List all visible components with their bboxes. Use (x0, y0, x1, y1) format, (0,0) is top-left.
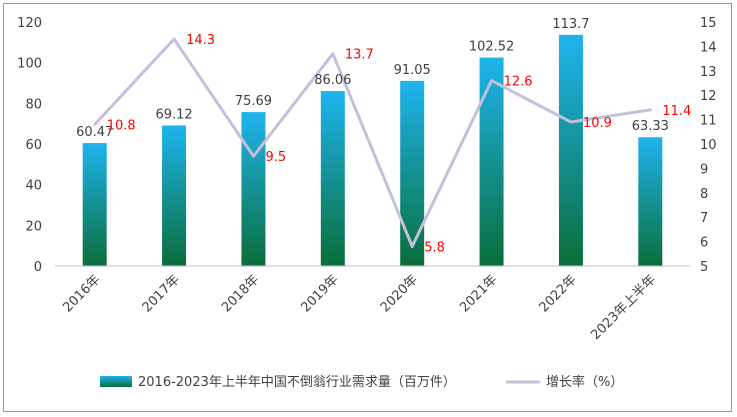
growth-value-label: 12.6 (504, 75, 533, 90)
y-left-tick-label: 120 (17, 16, 42, 31)
bar (162, 125, 187, 267)
y-right-tick-label: 12 (700, 89, 717, 104)
legend-line-label: 增长率（%） (546, 374, 623, 390)
x-tick-label: 2022年 (537, 272, 580, 315)
y-right-tick-label: 6 (700, 236, 708, 251)
y-left-tick-label: 0 (34, 260, 42, 275)
bar-value-label: 86.06 (314, 73, 351, 88)
bar (400, 80, 425, 267)
y-right-tick-label: 10 (700, 138, 717, 153)
x-tick-label: 2016年 (60, 272, 103, 315)
growth-value-label: 10.9 (583, 116, 612, 131)
y-left-tick-label: 80 (25, 97, 42, 112)
growth-point (490, 79, 494, 83)
y-right-tick-label: 9 (700, 162, 708, 177)
y-right-tick-label: 13 (700, 65, 717, 80)
bar (479, 57, 504, 267)
y-left-tick-label: 40 (25, 179, 42, 194)
bar-value-label: 60.47 (76, 125, 113, 140)
x-tick-label: 2019年 (298, 272, 341, 315)
bar-value-label: 91.05 (394, 63, 431, 78)
growth-value-label: 10.8 (107, 118, 136, 133)
bar (82, 143, 107, 266)
y-right-tick-label: 5 (700, 260, 708, 275)
growth-point (569, 120, 573, 124)
y-right-tick-label: 8 (700, 187, 708, 202)
growth-point (251, 154, 255, 158)
y-left-tick-label: 100 (17, 57, 42, 72)
growth-point (331, 52, 335, 56)
y-right-tick-label: 14 (700, 40, 717, 55)
bar-value-label: 69.12 (155, 107, 192, 122)
growth-point (648, 108, 652, 112)
bar-value-label: 102.52 (469, 40, 515, 55)
growth-point (410, 244, 414, 248)
x-tick-label: 2020年 (378, 272, 421, 315)
bar (320, 91, 345, 267)
bar (241, 112, 266, 266)
bar (558, 34, 583, 267)
y-left-tick-label: 20 (25, 219, 42, 234)
growth-line (93, 37, 651, 248)
x-tick-label: 2018年 (219, 272, 262, 315)
growth-value-label: 5.8 (424, 240, 445, 255)
chart-frame (3, 3, 732, 412)
x-tick-label: 2017年 (140, 272, 183, 315)
y-left-tick-label: 60 (25, 138, 42, 153)
y-right-tick-label: 15 (700, 16, 717, 31)
y-right-tick-label: 11 (700, 114, 717, 129)
legend-bar-swatch (100, 376, 132, 387)
growth-value-label: 11.4 (662, 104, 691, 119)
x-tick-label: 2023年上半年 (588, 272, 659, 343)
legend-bar-label: 2016-2023年上半年中国不倒翁行业需求量（百万件） (138, 375, 456, 390)
growth-value-label: 9.5 (265, 150, 286, 165)
x-tick-label: 2021年 (457, 272, 500, 315)
bar (638, 137, 663, 266)
bar-value-label: 113.7 (552, 17, 589, 32)
legend: 2016-2023年上半年中国不倒翁行业需求量（百万件） 增长率（%） (100, 374, 623, 390)
growth-point (172, 37, 176, 41)
bar-value-label: 75.69 (235, 94, 272, 109)
growth-value-label: 14.3 (186, 33, 215, 48)
bar-value-label: 63.33 (632, 119, 669, 134)
growth-point (93, 122, 97, 126)
y-right-tick-label: 7 (700, 211, 708, 226)
growth-value-label: 13.7 (345, 48, 374, 63)
